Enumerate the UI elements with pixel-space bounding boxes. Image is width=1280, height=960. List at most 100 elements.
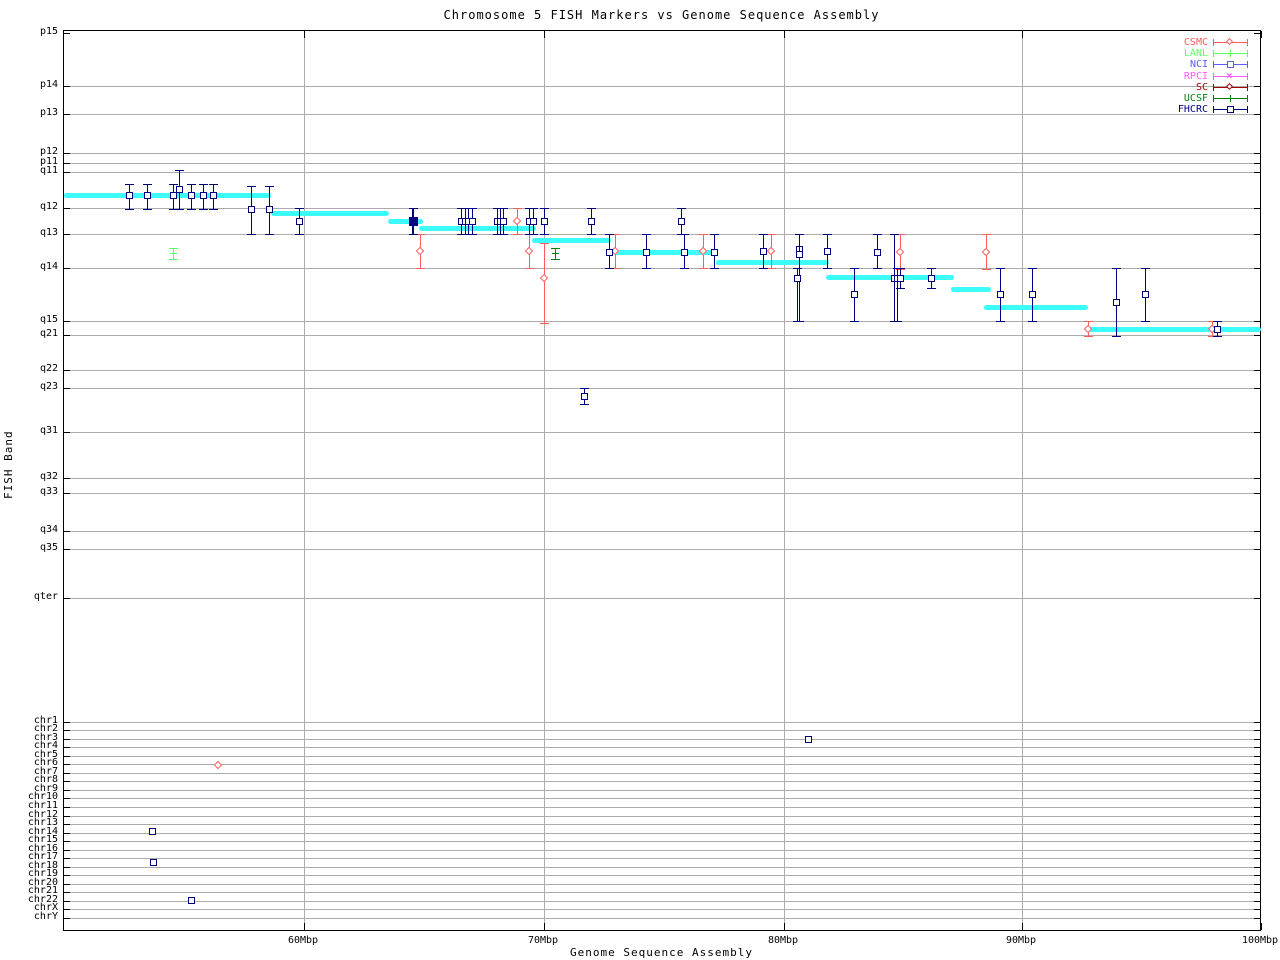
fhcrc-errorbar-cap [199, 184, 208, 185]
gridline-q12 [64, 208, 1260, 209]
ytick-right-chr17 [1254, 858, 1260, 859]
lanl-errorbar-cap [169, 259, 178, 260]
gridline-p14 [64, 86, 1260, 87]
gridline-p12 [64, 153, 1260, 154]
fhcrc-marker [997, 291, 1004, 298]
fhcrc-errorbar-cap [1028, 321, 1037, 322]
gridline-chr15 [64, 841, 1260, 842]
ytick-left-chr1 [64, 722, 70, 723]
xtick-label-90Mbp: 90Mbp [1005, 935, 1037, 946]
fhcrc-errorbar-cap [1112, 268, 1121, 269]
ytick-label-chr14: chr14 [27, 826, 58, 837]
xtick-label-80Mbp: 80Mbp [767, 935, 799, 946]
ytick-right-q12 [1254, 208, 1260, 209]
legend-sample-rpci [1213, 76, 1247, 77]
fhcrc-errorbar-cap [680, 268, 689, 269]
gridline-q15 [64, 321, 1260, 322]
ytick-right-q22 [1254, 370, 1260, 371]
gridline-chr19 [64, 875, 1260, 876]
fhcrc-marker [469, 218, 476, 225]
ytick-left-chr18 [64, 867, 70, 868]
ytick-left-chr6 [64, 764, 70, 765]
ytick-left-chr20 [64, 884, 70, 885]
gridline-q14 [64, 268, 1260, 269]
ytick-label-chr13: chr13 [27, 817, 58, 828]
ytick-label-chr19: chr19 [27, 868, 58, 879]
ytick-right-chr16 [1254, 850, 1260, 851]
ytick-label-chr5: chr5 [33, 749, 58, 760]
ytick-label-chr3: chr3 [33, 732, 58, 743]
ytick-left-chr10 [64, 798, 70, 799]
ytick-label-q15: q15 [39, 314, 58, 325]
ytick-left-chr12 [64, 816, 70, 817]
fhcrc-marker [266, 206, 273, 213]
ytick-label-chr20: chr20 [27, 877, 58, 888]
legend-sample-cap [1247, 50, 1248, 57]
fhcrc-errorbar-cap [677, 208, 686, 209]
ytick-left-chr4 [64, 747, 70, 748]
ytick-label-chr18: chr18 [27, 860, 58, 871]
ytick-left-chr3 [64, 739, 70, 740]
xtick-bottom-90Mbp [1022, 923, 1023, 930]
gridline-80Mbp [784, 31, 785, 930]
ytick-right-chr1 [1254, 722, 1260, 723]
ytick-label-chr22: chr22 [27, 894, 58, 905]
gridline-chr2 [64, 730, 1260, 731]
ytick-right-p15 [1254, 33, 1260, 34]
fhcrc-marker [805, 736, 812, 743]
fhcrc-errorbar-cap [499, 208, 508, 209]
ytick-left-p13 [64, 114, 70, 115]
ytick-right-chr19 [1254, 875, 1260, 876]
fhcrc-errorbar-cap [642, 268, 651, 269]
ytick-right-q32 [1254, 478, 1260, 479]
legend-label-csmc: CSMC [1183, 37, 1208, 48]
ytick-left-qter [64, 598, 70, 599]
fhcrc-errorbar-cap [605, 268, 614, 269]
fhcrc-errorbar-cap [896, 288, 905, 289]
ytick-label-q12: q12 [39, 201, 58, 212]
ucsf-errorbar-cap [551, 248, 560, 249]
gridline-chr20 [64, 884, 1260, 885]
fhcrc-marker [897, 275, 904, 282]
ytick-left-chr14 [64, 833, 70, 834]
fhcrc-errorbar-cap [873, 268, 882, 269]
ytick-right-chr12 [1254, 816, 1260, 817]
fhcrc-errorbar-cap [468, 234, 477, 235]
csmc-errorbar-cap [1208, 321, 1217, 322]
ytick-right-chr4 [1254, 747, 1260, 748]
x-axis-label: Genome Sequence Assembly [570, 946, 753, 959]
fhcrc-errorbar [797, 268, 798, 321]
fhcrc-marker [530, 218, 537, 225]
ytick-right-chr18 [1254, 867, 1260, 868]
csmc-errorbar-cap [982, 269, 991, 270]
fhcrc-errorbar-cap [580, 388, 589, 389]
ytick-right-p14 [1254, 86, 1260, 87]
ytick-right-chr10 [1254, 798, 1260, 799]
ytick-left-chrY [64, 918, 70, 919]
ucsf-marker [552, 253, 559, 254]
fhcrc-marker [681, 249, 688, 256]
fhcrc-errorbar-cap [529, 208, 538, 209]
legend-label-fhcrc: FHCRC [1177, 104, 1208, 115]
ytick-left-chr7 [64, 773, 70, 774]
fhcrc-errorbar-cap [175, 170, 184, 171]
fhcrc-marker [500, 218, 507, 225]
gridline-chr5 [64, 756, 1260, 757]
legend-label-rpci: RPCI [1183, 71, 1208, 82]
ytick-label-p15: p15 [39, 26, 58, 37]
fhcrc-marker [149, 828, 156, 835]
fhcrc-errorbar-cap [896, 268, 905, 269]
legend-sample-cap [1247, 95, 1248, 102]
fhcrc-errorbar-cap [265, 186, 274, 187]
fhcrc-errorbar-cap [295, 208, 304, 209]
gridline-q22 [64, 370, 1260, 371]
legend-marker-rpci: × [1226, 69, 1233, 82]
csmc-errorbar-cap [1208, 336, 1217, 337]
ytick-left-q34 [64, 531, 70, 532]
ytick-label-chr4: chr4 [33, 740, 58, 751]
ytick-left-chr16 [64, 850, 70, 851]
fhcrc-marker [296, 218, 303, 225]
ytick-right-q21 [1254, 335, 1260, 336]
ytick-label-q13: q13 [39, 227, 58, 238]
ytick-right-chr22 [1254, 901, 1260, 902]
